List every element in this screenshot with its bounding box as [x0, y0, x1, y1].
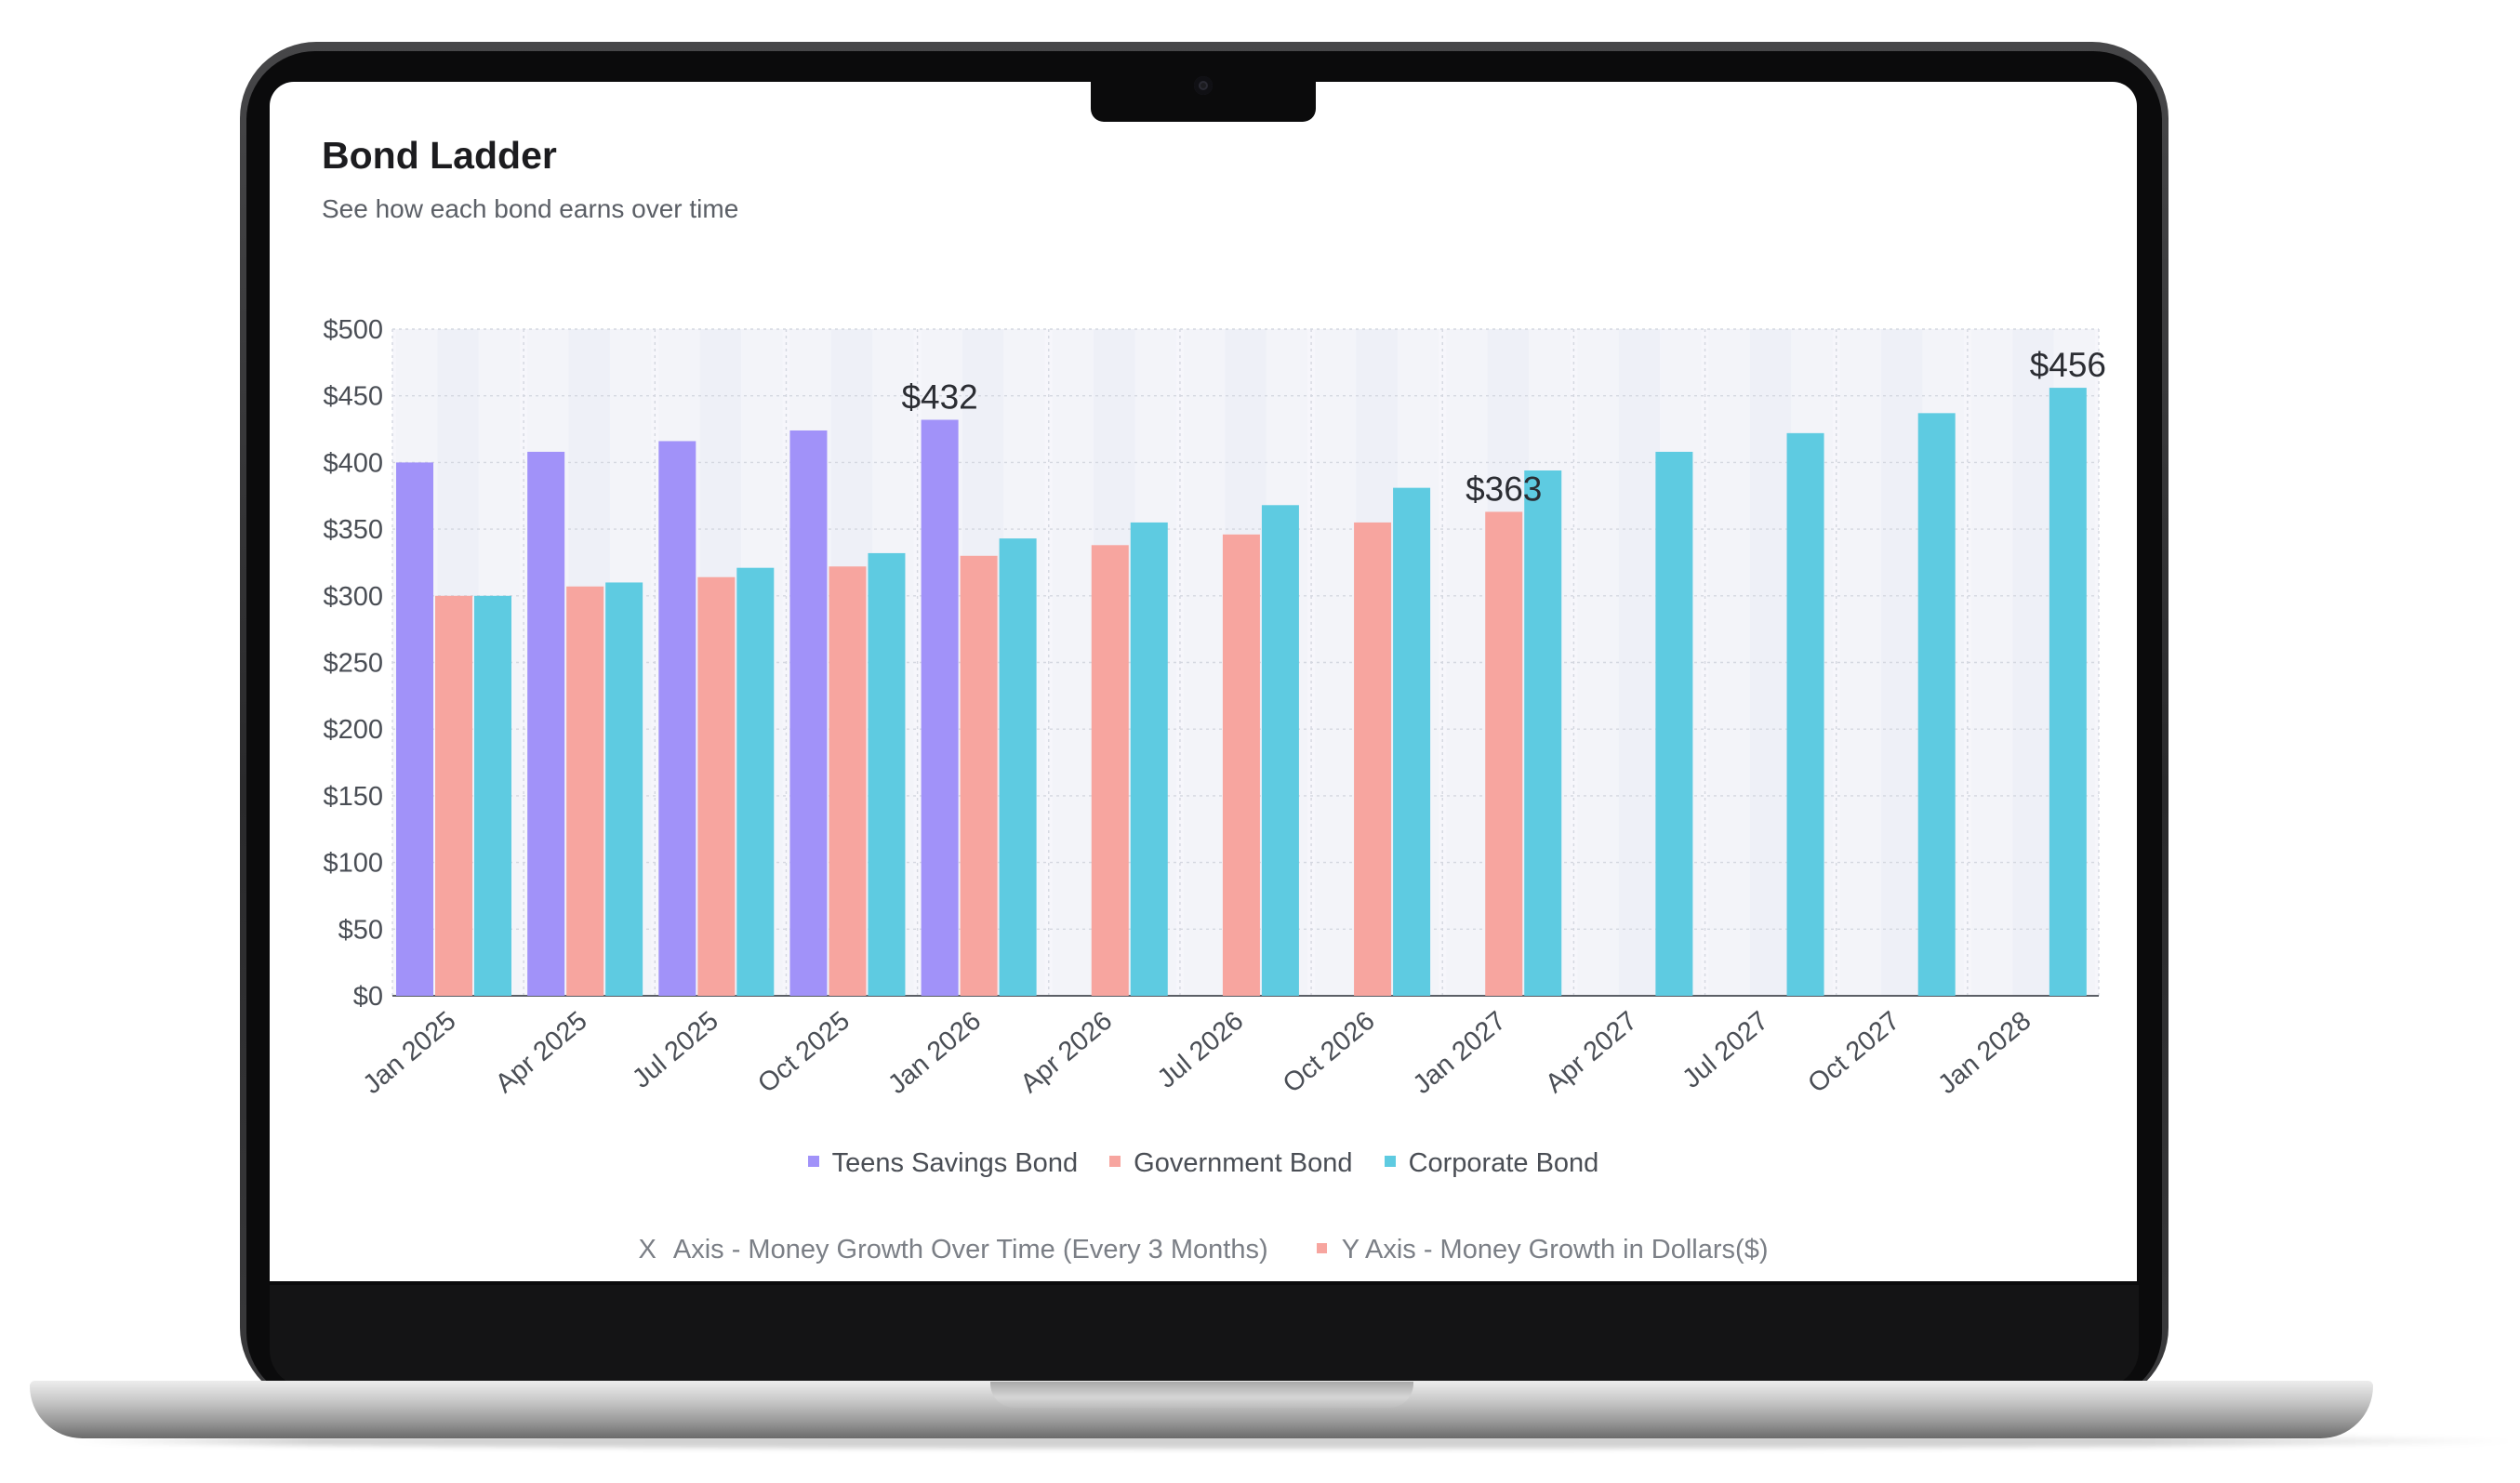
bar-government-bond-2	[697, 576, 736, 996]
bar-teens-savings-bond-2	[658, 441, 696, 996]
grid-cell	[1970, 329, 2013, 996]
y-tick-label: $200	[323, 715, 383, 745]
legend-swatch-teens	[807, 1156, 819, 1168]
annotation-layer: $432 $363 $456	[901, 346, 2106, 508]
x-tick-label: Jul 2025	[627, 1006, 724, 1094]
chart-legend: Teens Savings Bond Government Bond Corpo…	[270, 1148, 2137, 1179]
y-axis-note-label: Y Axis - Money Growth in Dollars($)	[1341, 1235, 1769, 1265]
x-axis-note-label: Axis - Money Growth Over Time (Every 3 M…	[672, 1235, 1268, 1265]
bar-government-bond-1	[566, 586, 604, 996]
bar-teens-savings-bond-0	[396, 462, 433, 996]
x-tick-label: Jan 2026	[882, 1006, 987, 1100]
laptop-chin	[270, 1285, 2139, 1387]
bar-corporate-bond-3	[868, 552, 906, 996]
legend-item-government[interactable]: Government Bond	[1109, 1148, 1353, 1179]
bar-government-bond-6	[1222, 534, 1260, 996]
bar-government-bond-3	[829, 566, 867, 996]
bar-corporate-bond-11	[1917, 413, 1956, 996]
bar-corporate-bond-8	[1524, 470, 1562, 996]
data-label: $432	[901, 378, 977, 417]
y-tick-label: $0	[353, 982, 383, 1012]
data-label: $363	[1466, 470, 1542, 508]
laptop-screen: Bond Ladder See how each bond earns over…	[270, 82, 2137, 1281]
bar-chart: $0 $50 $100 $150 $200 $250 $300 $350 $400 $450 $50…	[323, 315, 2106, 1100]
legend-swatch-government	[1109, 1156, 1121, 1168]
axis-note-y: Y Axis - Money Growth in Dollars($)	[1316, 1235, 1769, 1265]
bar-government-bond-8	[1485, 511, 1523, 996]
y-tick-label: $450	[323, 382, 383, 412]
bar-corporate-bond-4	[999, 538, 1037, 996]
x-tick-label: Oct 2026	[1278, 1006, 1381, 1099]
bar-government-bond-5	[1091, 545, 1129, 996]
y-axis-swatch	[1316, 1242, 1327, 1253]
legend-label-corporate: Corporate Bond	[1408, 1148, 1599, 1178]
legend-item-corporate[interactable]: Corporate Bond	[1384, 1148, 1599, 1179]
bar-corporate-bond-9	[1655, 451, 1693, 997]
axis-note: X Axis - Money Growth Over Time (Every 3 …	[270, 1235, 2137, 1265]
legend-swatch-corporate	[1384, 1156, 1396, 1168]
grid-cell	[1749, 329, 1792, 996]
bar-corporate-bond-2	[736, 567, 775, 996]
bar-teens-savings-bond-3	[789, 430, 828, 996]
y-tick-label: $400	[323, 448, 383, 478]
grid-cell	[1052, 329, 1094, 996]
bar-corporate-bond-10	[1786, 432, 1824, 996]
grid-cell	[1839, 329, 1882, 996]
bar-corporate-bond-0	[474, 595, 511, 996]
x-tick-label: Jan 2028	[1932, 1006, 2036, 1100]
x-tick-label: Apr 2027	[1540, 1006, 1643, 1099]
bar-government-bond-4	[960, 555, 998, 996]
legend-label-government: Government Bond	[1134, 1148, 1353, 1178]
y-tick-label: $350	[323, 515, 383, 545]
bar-government-bond-7	[1354, 522, 1392, 996]
bar-corporate-bond-7	[1393, 487, 1431, 996]
y-tick-label: $100	[323, 849, 383, 879]
x-tick-label: Oct 2025	[752, 1006, 855, 1099]
y-tick-label: $500	[323, 315, 383, 345]
x-axis-marker: X	[638, 1235, 657, 1265]
bar-corporate-bond-1	[605, 582, 643, 996]
bar-teens-savings-bond-1	[527, 451, 565, 997]
bar-government-bond-0	[435, 595, 472, 996]
bar-layer	[396, 388, 2087, 997]
y-tick-label: $150	[323, 782, 383, 812]
camera-icon	[1194, 76, 1213, 95]
chart-subtitle: See how each bond earns over time	[322, 194, 739, 223]
x-tick-label: Jul 2027	[1677, 1006, 1774, 1094]
y-tick-label: $250	[323, 649, 383, 679]
x-tick-label: Jan 2025	[358, 1006, 462, 1100]
axis-note-x: X Axis - Money Growth Over Time (Every 3 …	[639, 1235, 1268, 1265]
laptop-opening-groove	[990, 1382, 1413, 1408]
bar-corporate-bond-12	[2049, 388, 2087, 996]
data-label: $456	[2030, 346, 2106, 384]
grid-cell	[1183, 329, 1226, 996]
bar-teens-savings-bond-4	[921, 419, 959, 997]
y-tick-label: $50	[338, 915, 383, 945]
bar-corporate-bond-6	[1261, 505, 1299, 996]
bar-corporate-bond-5	[1130, 522, 1168, 996]
x-tick-label: Apr 2025	[490, 1006, 593, 1099]
y-tick-label: $300	[323, 582, 383, 612]
x-tick-label: Apr 2026	[1015, 1006, 1119, 1099]
x-tick-label: Jan 2027	[1408, 1006, 1512, 1100]
chart-title: Bond Ladder	[322, 134, 557, 177]
x-axis-ticks: Jan 2025 Apr 2025 Jul 2025 Oct 2025 Jan 2026…	[358, 1006, 2037, 1100]
legend-label-teens: Teens Savings Bond	[831, 1148, 1079, 1178]
x-tick-label: Jul 2026	[1152, 1006, 1250, 1094]
grid-cell	[1618, 329, 1661, 996]
legend-item-teens[interactable]: Teens Savings Bond	[807, 1148, 1079, 1179]
y-axis-ticks: $0 $50 $100 $150 $200 $250 $300 $350 $400 $450 $50…	[323, 315, 383, 1012]
x-tick-label: Oct 2027	[1802, 1006, 1905, 1099]
